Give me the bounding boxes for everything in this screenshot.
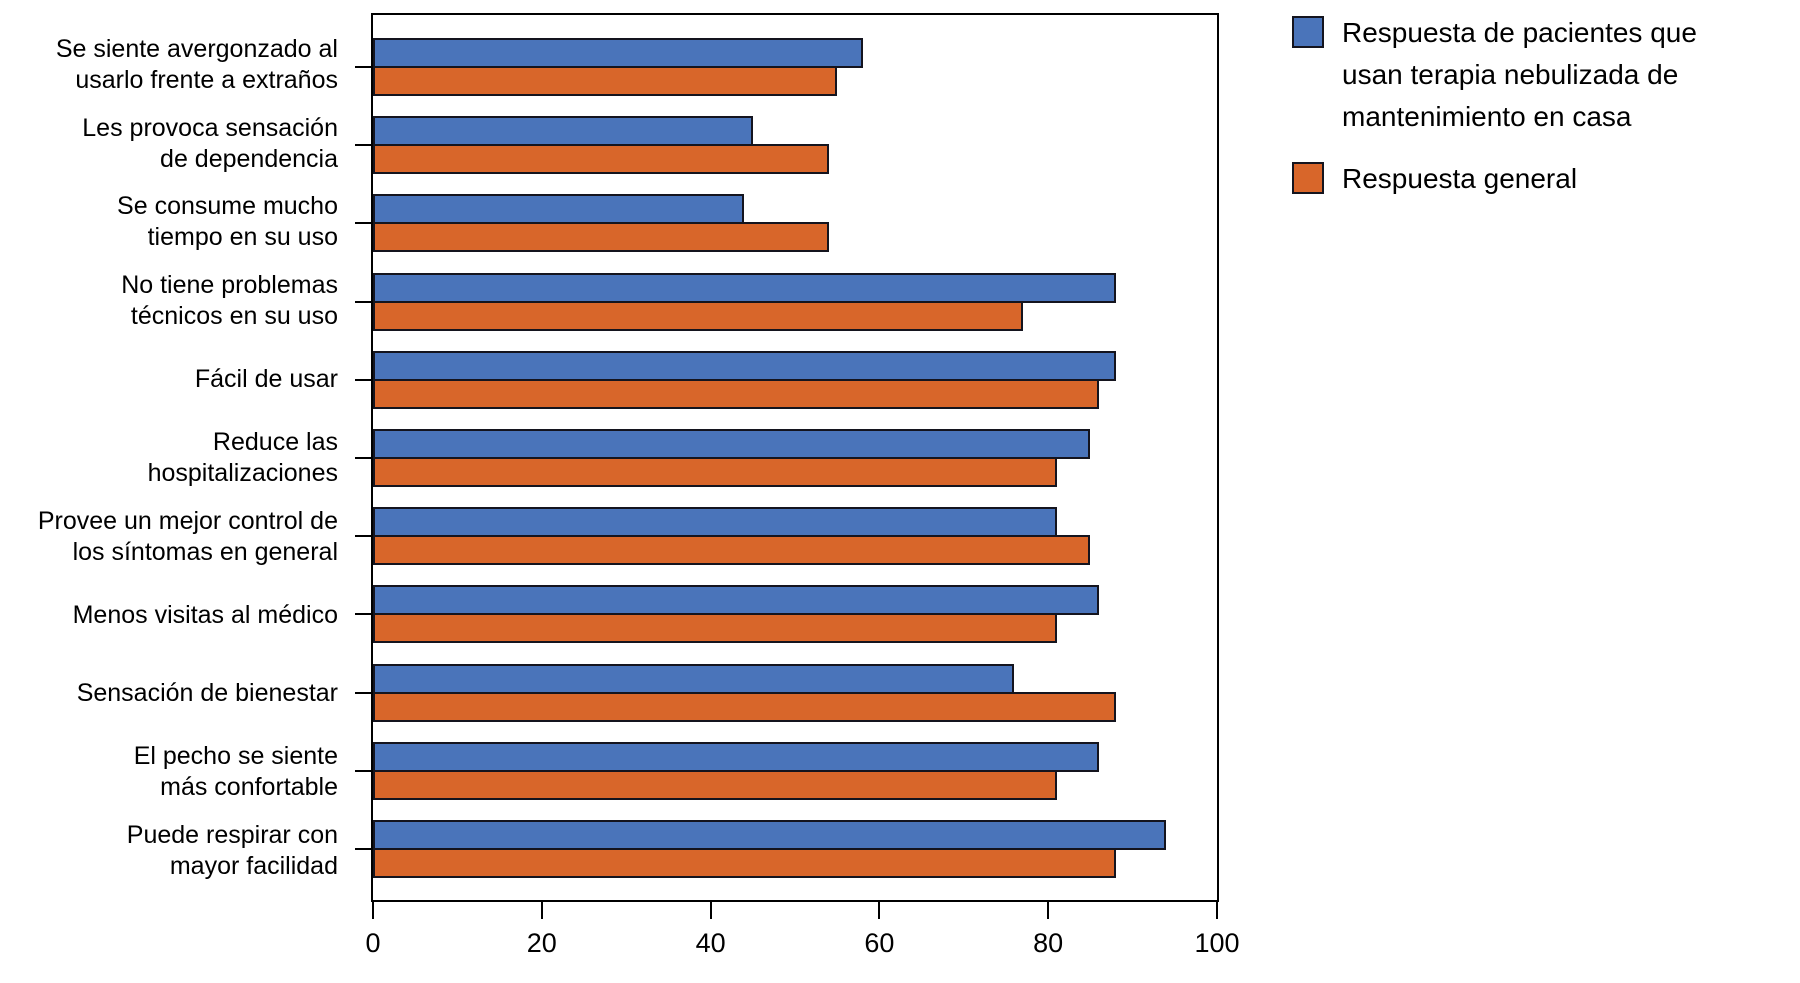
bar-general-response bbox=[373, 144, 829, 175]
x-axis-tick-label: 100 bbox=[1194, 928, 1240, 958]
bar-rows bbox=[355, 15, 1217, 900]
bar-group bbox=[355, 106, 1217, 184]
y-axis-tick bbox=[355, 613, 371, 616]
bar-nebulized-patients bbox=[373, 429, 1091, 460]
category-label-row: Menos visitas al médico bbox=[0, 576, 348, 655]
legend-swatch-orange-icon bbox=[1292, 162, 1324, 194]
y-axis-tick bbox=[355, 691, 371, 694]
category-label: No tiene problemas técnicos en su uso bbox=[121, 270, 338, 330]
y-axis-tick bbox=[355, 769, 371, 772]
x-axis-tick bbox=[1047, 900, 1050, 919]
bar-general-response bbox=[373, 300, 1023, 331]
category-label: Les provoca sensación de dependencia bbox=[82, 113, 338, 173]
category-label: Puede respirar con mayor facilidad bbox=[126, 820, 338, 880]
x-axis-tick-label: 0 bbox=[365, 928, 381, 958]
bar-group bbox=[355, 28, 1217, 106]
y-axis-tick bbox=[355, 66, 371, 69]
bar-group bbox=[355, 341, 1217, 419]
bar-nebulized-patients bbox=[373, 194, 745, 225]
category-label-row: Se consume mucho tiempo en su uso bbox=[0, 183, 348, 262]
category-label: Se siente avergonzado al usarlo frente a… bbox=[55, 35, 338, 95]
x-axis-tick-label: 40 bbox=[695, 928, 726, 958]
category-label: Reduce las hospitalizaciones bbox=[147, 428, 338, 487]
x-axis-tick bbox=[1216, 900, 1218, 919]
legend-item-nebulized-patients: Respuesta de pacientes que usan terapia … bbox=[1292, 12, 1782, 138]
bar-nebulized-patients bbox=[373, 819, 1167, 850]
bar-group bbox=[355, 497, 1217, 575]
bar-nebulized-patients bbox=[373, 507, 1057, 538]
bar-nebulized-patients bbox=[373, 663, 1015, 694]
bar-group bbox=[355, 654, 1217, 732]
y-axis-tick bbox=[355, 378, 371, 381]
bar-nebulized-patients bbox=[373, 116, 753, 147]
bar-group bbox=[355, 263, 1217, 341]
category-label-row: Se siente avergonzado al usarlo frente a… bbox=[0, 26, 348, 105]
bar-group bbox=[355, 575, 1217, 653]
x-axis-tick-label: 20 bbox=[526, 928, 557, 958]
category-label-row: Les provoca sensación de dependencia bbox=[0, 105, 348, 184]
category-label: El pecho se siente más confortable bbox=[133, 742, 338, 802]
bar-nebulized-patients bbox=[373, 741, 1099, 772]
x-axis-tick bbox=[540, 900, 543, 919]
category-label: Provee un mejor control de los síntomas … bbox=[37, 506, 338, 566]
y-axis-tick bbox=[355, 300, 371, 303]
bar-nebulized-patients bbox=[373, 585, 1099, 616]
plot-area: 0 20 40 60 80 100 bbox=[355, 13, 1240, 957]
category-label-row: Provee un mejor control de los síntomas … bbox=[0, 497, 348, 576]
y-axis-tick bbox=[355, 457, 371, 460]
legend-swatch-blue-icon bbox=[1292, 16, 1324, 48]
bar-group bbox=[355, 184, 1217, 262]
bar-general-response bbox=[373, 457, 1057, 488]
bar-nebulized-patients bbox=[373, 272, 1116, 303]
x-axis-tick-label: 60 bbox=[864, 928, 895, 958]
legend-item-general-response: Respuesta general bbox=[1292, 158, 1782, 200]
bar-nebulized-patients bbox=[373, 350, 1116, 381]
category-label-row: Reduce las hospitalizaciones bbox=[0, 419, 348, 498]
bar-general-response bbox=[373, 222, 829, 253]
bar-group bbox=[355, 419, 1217, 497]
bar-group bbox=[355, 810, 1217, 888]
x-axis-tick-label: 80 bbox=[1033, 928, 1064, 958]
category-axis-labels: Se siente avergonzado al usarlo frente a… bbox=[0, 13, 348, 902]
bar-general-response bbox=[373, 535, 1091, 566]
x-axis-tick bbox=[878, 900, 881, 919]
bar-general-response bbox=[373, 613, 1057, 644]
category-label-row: Puede respirar con mayor facilidad bbox=[0, 811, 348, 890]
x-axis-tick bbox=[709, 900, 712, 919]
bar-nebulized-patients bbox=[373, 38, 863, 69]
bar-group bbox=[355, 732, 1217, 810]
y-axis-tick bbox=[355, 144, 371, 147]
legend: Respuesta de pacientes que usan terapia … bbox=[1292, 12, 1782, 220]
category-label-row: No tiene problemas técnicos en su uso bbox=[0, 262, 348, 341]
bar-general-response bbox=[373, 691, 1116, 722]
category-label-row: Fácil de usar bbox=[0, 340, 348, 419]
y-axis-tick bbox=[355, 222, 371, 225]
category-label: Fácil de usar bbox=[194, 364, 338, 393]
category-label: Menos visitas al médico bbox=[72, 600, 338, 629]
legend-label-general-response: Respuesta general bbox=[1342, 163, 1578, 194]
bar-general-response bbox=[373, 769, 1057, 800]
y-axis-tick bbox=[355, 847, 371, 850]
bar-general-response bbox=[373, 66, 838, 97]
x-axis-tick bbox=[372, 900, 374, 919]
category-label: Se consume mucho tiempo en su uso bbox=[117, 192, 338, 252]
category-label: Sensación de bienestar bbox=[76, 679, 338, 708]
category-label-row: Sensación de bienestar bbox=[0, 654, 348, 733]
legend-label-nebulized-patients: Respuesta de pacientes que usan terapia … bbox=[1342, 17, 1697, 132]
bar-general-response bbox=[373, 847, 1116, 878]
bar-general-response bbox=[373, 378, 1099, 409]
category-label-row: El pecho se siente más confortable bbox=[0, 733, 348, 812]
y-axis-tick bbox=[355, 535, 371, 538]
